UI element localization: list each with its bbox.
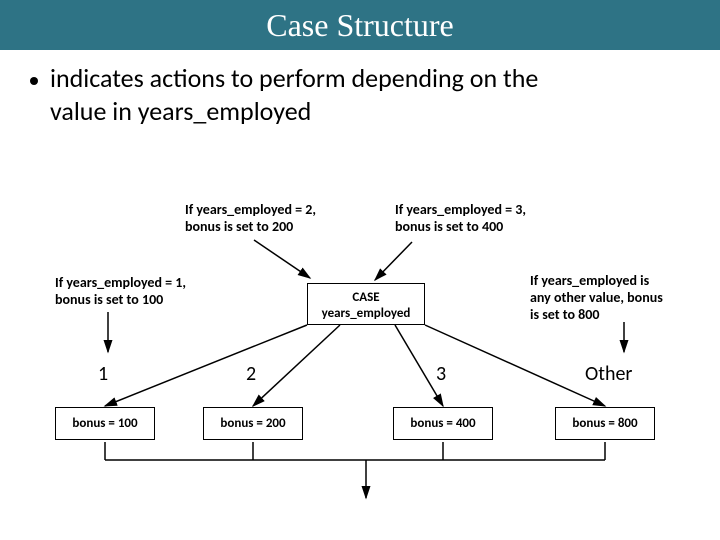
bonus-box-1: bonus = 100	[55, 407, 155, 440]
bullet-line1: indicates actions to perform depending o…	[50, 62, 538, 94]
main-bullet: indicates actions to perform depending o…	[30, 62, 690, 127]
case-node: CASE years_employed	[307, 283, 425, 325]
branch-label-4: Other	[585, 362, 632, 386]
branch-label-1: 1	[98, 362, 108, 386]
branch-label-2: 2	[246, 362, 256, 386]
bullet-line2: value in years_employed	[50, 95, 311, 127]
bullet-dot	[30, 77, 38, 85]
bonus-box-3: bonus = 400	[393, 407, 493, 440]
annotation-4: If years_employed is any other value, bo…	[530, 273, 663, 323]
annotation-1: If years_employed = 1, bonus is set to 1…	[55, 275, 186, 309]
annotation-3: If years_employed = 3, bonus is set to 4…	[395, 202, 526, 236]
annotation-2: If years_employed = 2, bonus is set to 2…	[185, 202, 316, 236]
slide-header: Case Structure	[0, 0, 720, 50]
slide-title: Case Structure	[266, 7, 454, 44]
bonus-box-2: bonus = 200	[203, 407, 303, 440]
bonus-box-4: bonus = 800	[555, 407, 655, 440]
branch-label-3: 3	[436, 362, 446, 386]
